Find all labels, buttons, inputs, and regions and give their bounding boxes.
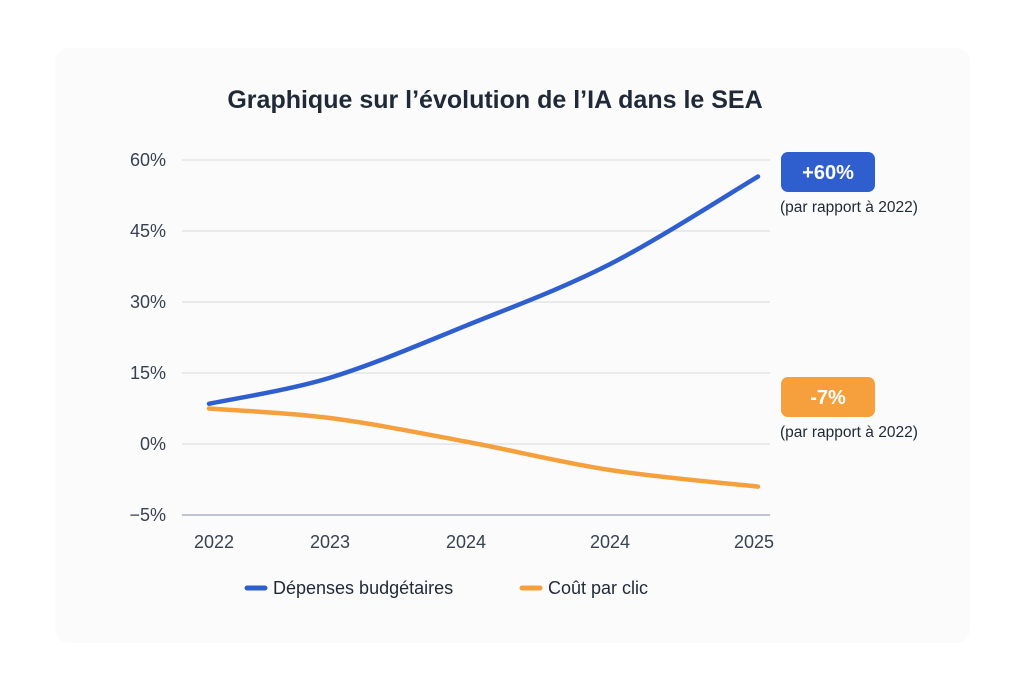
chart-card — [55, 48, 970, 643]
x-tick-label: 2024 — [446, 532, 486, 552]
annotation-note: (par rapport à 2022) — [780, 199, 918, 216]
annotations: +60% (par rapport à 2022) -7% (par rapport … — [780, 152, 918, 441]
series-lines — [206, 174, 761, 489]
legend-label: Dépenses budgétaires — [273, 578, 453, 598]
chart-title: Graphique sur l’évolution de l’IA dans l… — [227, 86, 762, 114]
annotation-note: (par rapport à 2022) — [780, 424, 918, 441]
annotation-badge-text: -7% — [810, 387, 846, 409]
y-tick-label: 15% — [130, 363, 166, 383]
x-tick-label: 2023 — [310, 532, 350, 552]
x-tick-label: 2022 — [194, 532, 234, 552]
annotation-badge-text: +60% — [802, 162, 854, 184]
y-tick-label: 0% — [140, 434, 166, 454]
legend-item: Coût par clic — [519, 578, 648, 598]
y-tick-label: 30% — [130, 292, 166, 312]
legend: Dépenses budgétaires Coût par clic — [244, 578, 648, 598]
y-tick-label: 45% — [130, 221, 166, 241]
legend-label: Coût par clic — [548, 578, 648, 598]
annotation-badge — [781, 377, 875, 417]
legend-item: Dépenses budgétaires — [244, 578, 453, 598]
x-tick-label: 2024 — [590, 532, 630, 552]
y-tick-label: 60% — [130, 150, 166, 170]
y-axis-ticks: 60% 45% 30% 15% 0% −5% — [129, 150, 166, 525]
grid-lines — [182, 159, 770, 516]
series-line-2 — [206, 406, 761, 489]
y-tick-label: −5% — [129, 505, 166, 525]
x-tick-label: 2025 — [734, 532, 774, 552]
annotation-2: -7% (par rapport à 2022) — [780, 377, 918, 441]
x-axis-ticks: 2022 2023 2024 2024 2025 — [194, 532, 774, 552]
annotation-1: +60% (par rapport à 2022) — [780, 152, 918, 216]
annotation-badge — [781, 152, 875, 192]
series-line-1 — [206, 174, 761, 407]
